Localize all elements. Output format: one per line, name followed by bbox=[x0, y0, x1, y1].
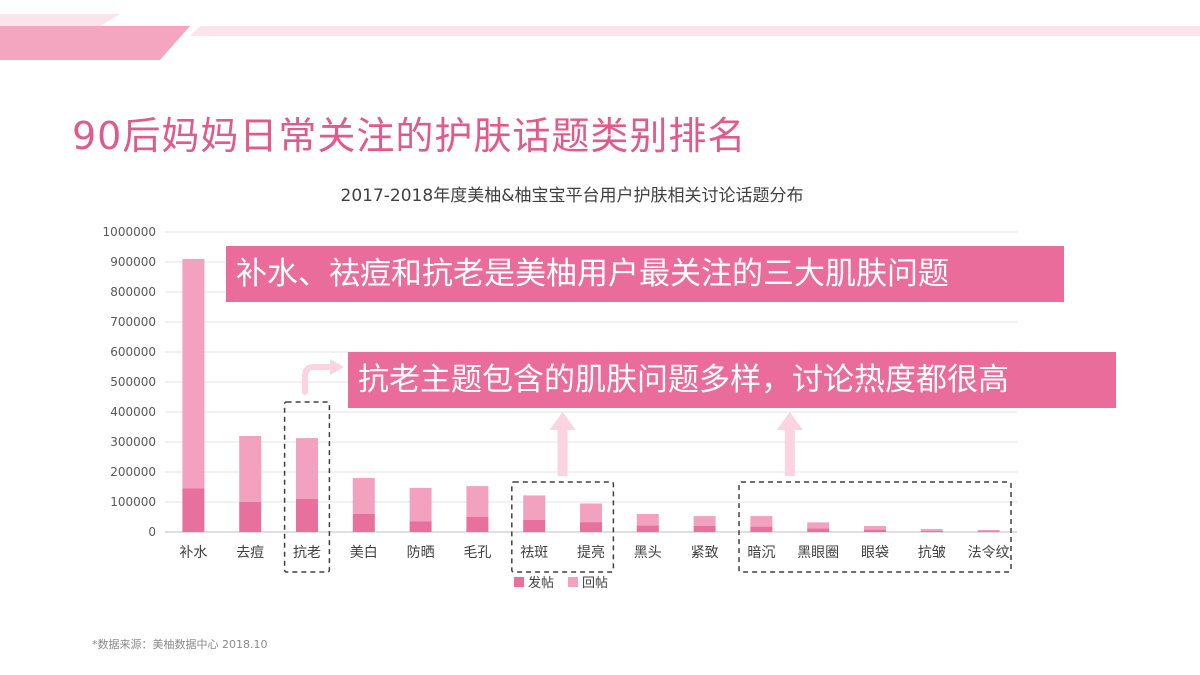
bar-segment bbox=[977, 529, 1000, 532]
y-tick-label: 800000 bbox=[110, 285, 156, 299]
x-tick-label: 去痘 bbox=[236, 545, 264, 561]
deco-band-light bbox=[0, 14, 120, 26]
x-tick-label: 祛斑 bbox=[520, 545, 548, 561]
y-tick-label: 400000 bbox=[110, 405, 156, 419]
bar-segment bbox=[182, 488, 205, 532]
up-arrow-head bbox=[776, 412, 803, 430]
deco-band-main bbox=[0, 26, 190, 60]
bar-segment bbox=[239, 436, 262, 502]
page-title: 90后妈妈日常关注的护肤话题类别排名 bbox=[72, 114, 747, 159]
bar-segment bbox=[693, 526, 716, 532]
y-tick-label: 200000 bbox=[110, 465, 156, 479]
bar-segment bbox=[693, 516, 716, 526]
y-tick-label: 300000 bbox=[110, 435, 156, 449]
bar-segment bbox=[523, 495, 546, 520]
callout-anti-aging: 抗老主题包含的肌肤问题多样，讨论热度都很高 bbox=[348, 352, 1116, 408]
bar-segment bbox=[296, 438, 318, 499]
legend-swatch bbox=[514, 577, 524, 587]
deco-band-right bbox=[190, 26, 1200, 36]
up-arrow-head bbox=[549, 412, 576, 430]
callout-top-concerns: 补水、祛痘和抗老是美柚用户最关注的三大肌肤问题 bbox=[226, 246, 1064, 302]
legend-swatch bbox=[568, 577, 578, 587]
x-tick-label: 防晒 bbox=[407, 545, 435, 561]
y-tick-label: 600000 bbox=[110, 345, 156, 359]
y-tick-label: 500000 bbox=[110, 375, 156, 389]
y-tick-label: 100000 bbox=[110, 495, 156, 509]
bar-segment bbox=[920, 530, 943, 532]
up-arrow-shaft bbox=[784, 428, 795, 476]
highlight-box bbox=[511, 481, 615, 573]
x-tick-label: 黑眼圈 bbox=[797, 545, 839, 561]
y-tick-label: 700000 bbox=[110, 315, 156, 329]
bar-segment bbox=[636, 525, 659, 532]
bar-segment bbox=[580, 522, 602, 532]
highlight-box bbox=[283, 401, 331, 573]
x-tick-label: 暗沉 bbox=[747, 545, 775, 561]
data-source-note: *数据来源：美柚数据中心 2018.10 bbox=[92, 638, 268, 651]
bar-segment bbox=[409, 521, 432, 532]
up-arrow-shaft bbox=[557, 428, 568, 476]
bar-segment bbox=[352, 478, 375, 514]
bar-segment bbox=[636, 514, 659, 526]
x-tick-label: 眼袋 bbox=[861, 545, 889, 561]
header-decoration bbox=[0, 14, 1200, 60]
bar-segment bbox=[580, 503, 602, 523]
x-tick-label: 黑头 bbox=[634, 545, 662, 561]
connector-arrow bbox=[302, 364, 333, 395]
bar-segment bbox=[239, 502, 262, 532]
x-tick-label: 美白 bbox=[350, 545, 378, 561]
bar-segment bbox=[352, 514, 375, 532]
y-tick-label: 1000000 bbox=[103, 225, 156, 239]
bar-segment bbox=[409, 487, 432, 522]
x-tick-label: 补水 bbox=[179, 545, 207, 561]
bar-segment bbox=[864, 526, 886, 530]
bar-segment bbox=[977, 531, 1000, 532]
bar-segment bbox=[807, 528, 830, 532]
legend-label: 发帖 bbox=[528, 575, 554, 591]
x-tick-label: 毛孔 bbox=[463, 545, 491, 561]
bar-segment bbox=[750, 526, 773, 532]
bar-segment bbox=[750, 516, 773, 527]
bar-segment bbox=[920, 529, 943, 531]
bar-segment bbox=[807, 522, 830, 529]
bar-segment bbox=[466, 486, 489, 517]
bar-segment bbox=[864, 529, 886, 532]
y-tick-label: 900000 bbox=[110, 255, 156, 269]
x-tick-label: 紧致 bbox=[691, 545, 719, 561]
x-tick-label: 抗老 bbox=[293, 545, 321, 561]
legend-label: 回帖 bbox=[582, 576, 608, 591]
connector-arrowhead bbox=[330, 359, 344, 375]
x-tick-label: 抗皱 bbox=[918, 545, 946, 561]
bar-segment bbox=[296, 499, 318, 532]
y-tick-label: 0 bbox=[148, 525, 156, 539]
chart-title: 2017-2018年度美柚&柚宝宝平台用户护肤相关讨论话题分布 bbox=[341, 186, 804, 206]
x-tick-label: 提亮 bbox=[577, 544, 605, 561]
bar-segment bbox=[182, 259, 205, 489]
bar-segment bbox=[523, 520, 546, 532]
bar-segment bbox=[466, 517, 489, 532]
x-tick-label: 法令纹 bbox=[968, 545, 1010, 561]
